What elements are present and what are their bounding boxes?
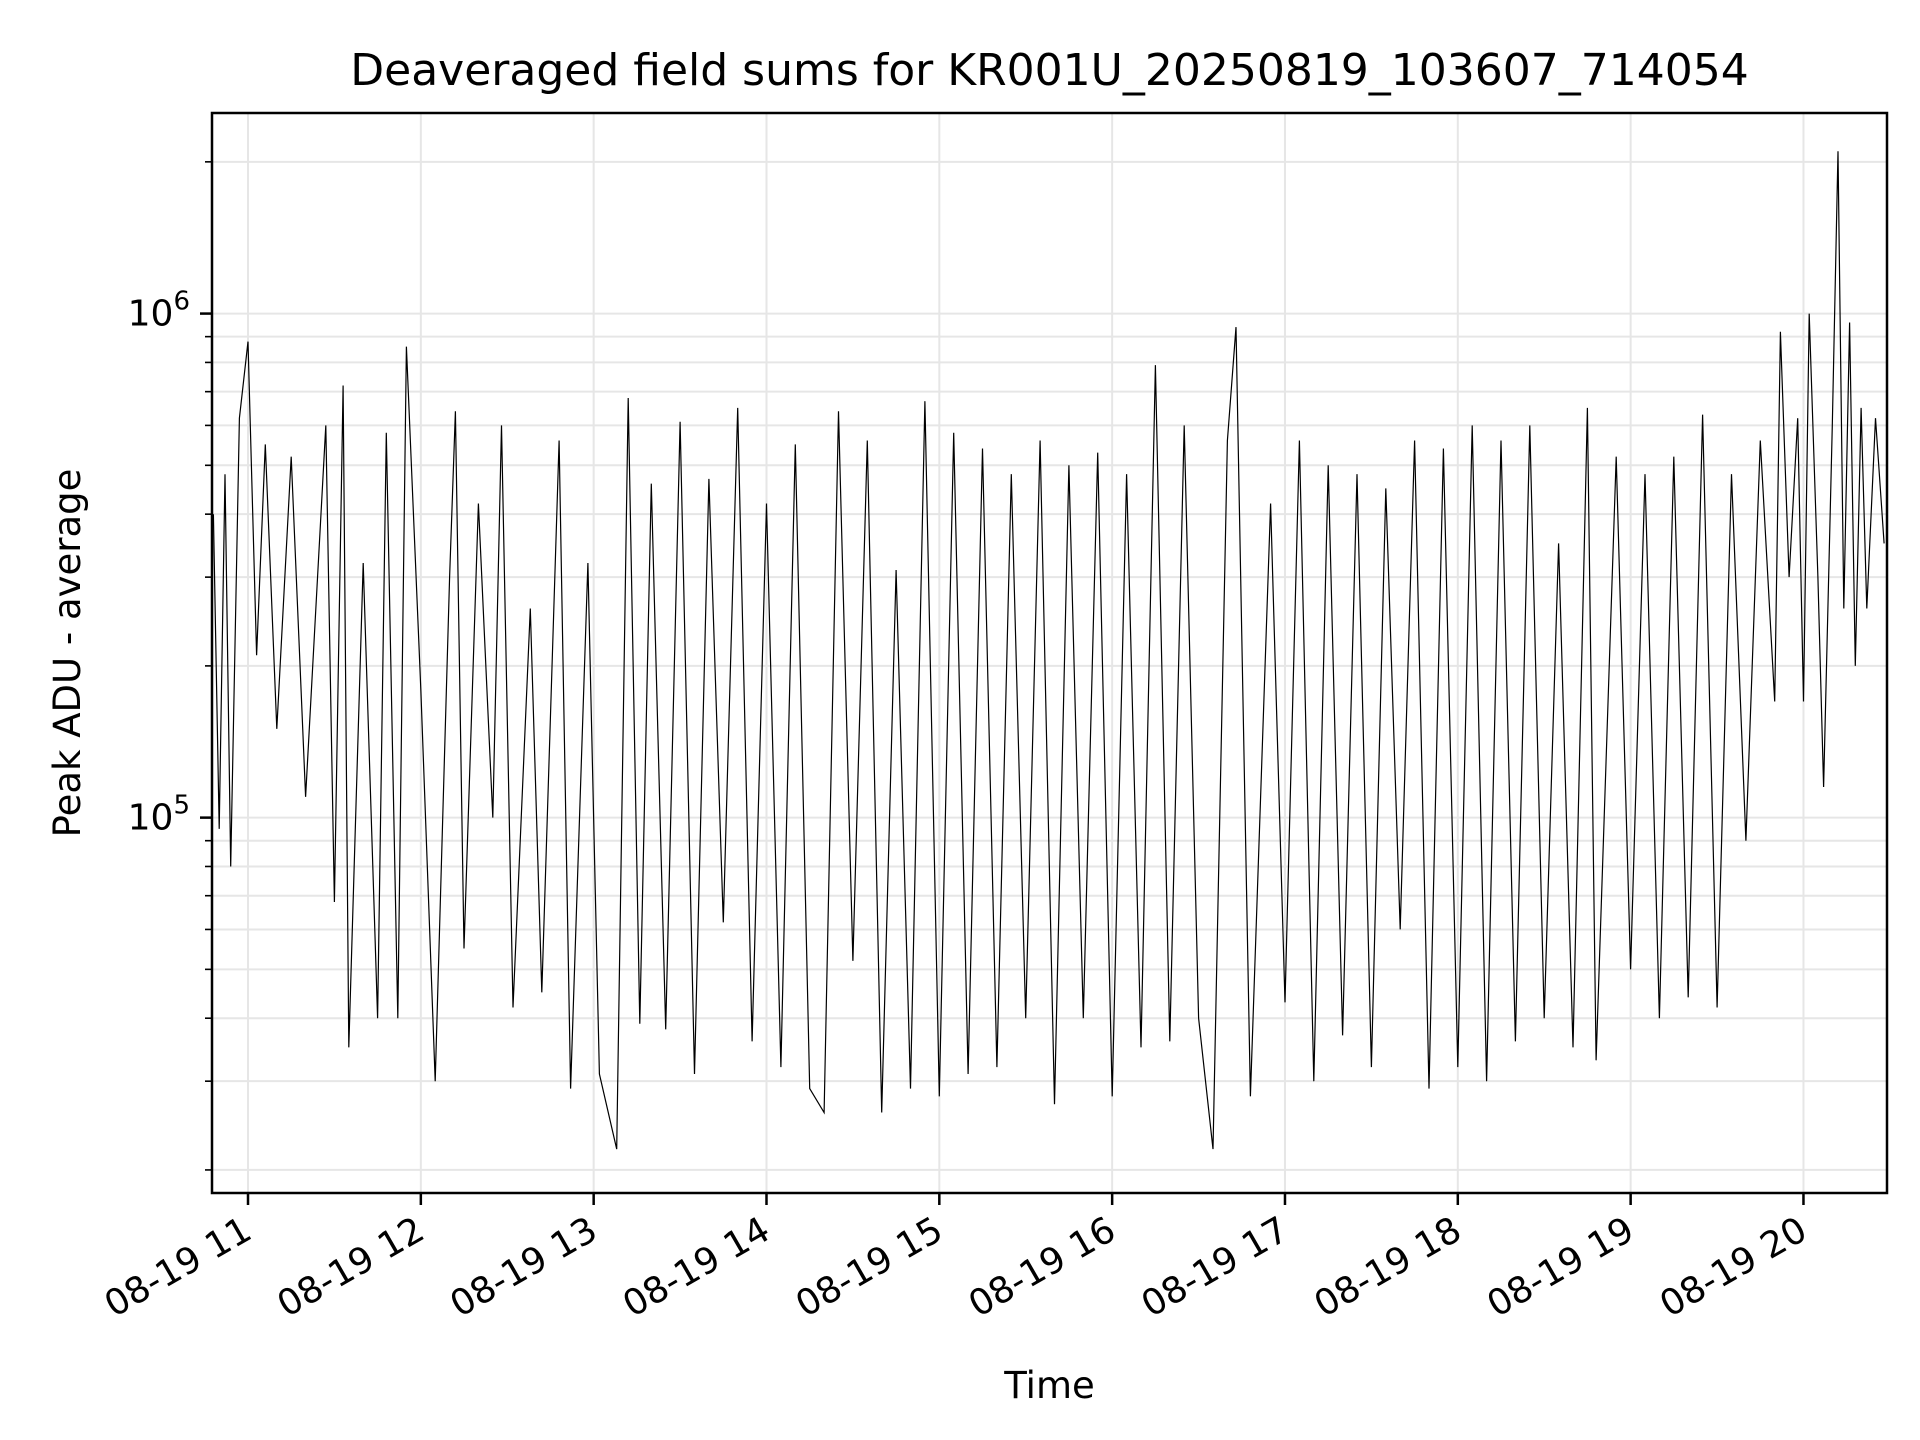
chart-title: Deaveraged field sums for KR001U_2025081… bbox=[350, 45, 1748, 96]
x-axis-label: Time bbox=[1003, 1364, 1095, 1407]
grid bbox=[212, 113, 1887, 1193]
plot-frame bbox=[210, 111, 1889, 1195]
y-tick-base: 10 bbox=[128, 798, 174, 839]
y-tick-exponent: 5 bbox=[173, 791, 190, 821]
y-tick-label: 106 bbox=[128, 287, 190, 335]
y-tick-label: 105 bbox=[128, 791, 190, 839]
y-tick-base: 10 bbox=[128, 294, 174, 335]
series-layer bbox=[212, 151, 1885, 1150]
series-line bbox=[212, 151, 1885, 1150]
y-tick-exponent: 6 bbox=[173, 287, 190, 317]
y-axis-label: Peak ADU - average bbox=[46, 469, 89, 838]
